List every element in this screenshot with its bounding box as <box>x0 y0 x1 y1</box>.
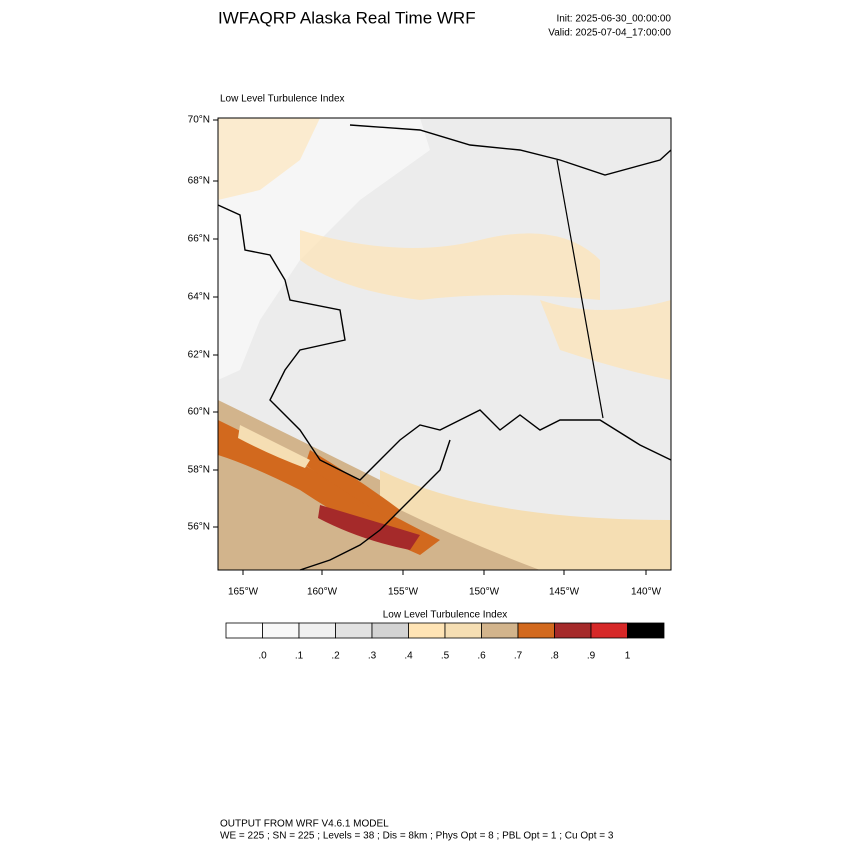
lon-label: 145°W <box>549 587 580 598</box>
colorbar-label: 1 <box>625 651 631 662</box>
lat-label: 58°N <box>188 465 210 476</box>
shade-area <box>238 425 310 468</box>
colorbar-box <box>408 622 446 639</box>
colorbar-box <box>225 622 263 639</box>
colorbar-box <box>335 622 373 639</box>
colorbar-label: .1 <box>295 651 304 662</box>
map-title: Low Level Turbulence Index <box>220 94 345 105</box>
lat-label: 62°N <box>188 350 210 361</box>
lon-label: 165°W <box>228 587 259 598</box>
colorbar-box <box>627 622 665 639</box>
lat-label: 60°N <box>188 407 210 418</box>
lon-label: 150°W <box>469 587 500 598</box>
lat-label: 56°N <box>188 522 210 533</box>
colorbar-label: .9 <box>587 651 596 662</box>
lon-label: 140°W <box>631 587 662 598</box>
lat-label: 68°N <box>188 176 210 187</box>
footer-text: OUTPUT FROM WRF V4.6.1 MODEL <box>220 819 389 830</box>
colorbar-label: .8 <box>550 651 559 662</box>
colorbar-box <box>481 622 519 639</box>
shade-area <box>380 470 671 570</box>
colorbar-label: .3 <box>368 651 377 662</box>
lat-label: 70°N <box>188 115 210 126</box>
colorbar-box <box>444 622 482 639</box>
map <box>217 117 672 571</box>
colorbar-box <box>517 622 555 639</box>
map-frame <box>217 117 672 571</box>
title: IWFAQRP Alaska Real Time WRF <box>218 8 476 27</box>
colorbar-label: .7 <box>514 651 523 662</box>
colorbar-box <box>371 622 409 639</box>
colorbar-title: Low Level Turbulence Index <box>383 610 508 621</box>
shade-area <box>218 118 430 380</box>
lon-label: 160°W <box>307 587 338 598</box>
coastline <box>217 124 672 571</box>
colorbar-label: .4 <box>404 651 413 662</box>
shade-area <box>540 300 671 380</box>
border <box>556 159 604 419</box>
shade-area <box>318 505 420 550</box>
colorbar-box <box>554 622 592 639</box>
lon-label: 155°W <box>388 587 419 598</box>
footer-text: WE = 225 ; SN = 225 ; Levels = 38 ; Dis … <box>220 831 614 842</box>
init-time: Init: 2025-06-30_00:00:00 <box>556 14 671 25</box>
colorbar-label: .5 <box>441 651 450 662</box>
shade-area <box>305 450 400 520</box>
colorbar-label: .2 <box>331 651 340 662</box>
lat-label: 66°N <box>188 234 210 245</box>
colorbar-box <box>298 622 336 639</box>
colorbar-label: .0 <box>258 651 267 662</box>
colorbar-box <box>262 622 300 639</box>
colorbar-box <box>590 622 628 639</box>
valid-time: Valid: 2025-07-04_17:00:00 <box>548 28 671 39</box>
shade-area <box>218 118 320 200</box>
colorbar-label: .6 <box>477 651 486 662</box>
lat-label: 64°N <box>188 292 210 303</box>
shade-area <box>300 230 600 300</box>
